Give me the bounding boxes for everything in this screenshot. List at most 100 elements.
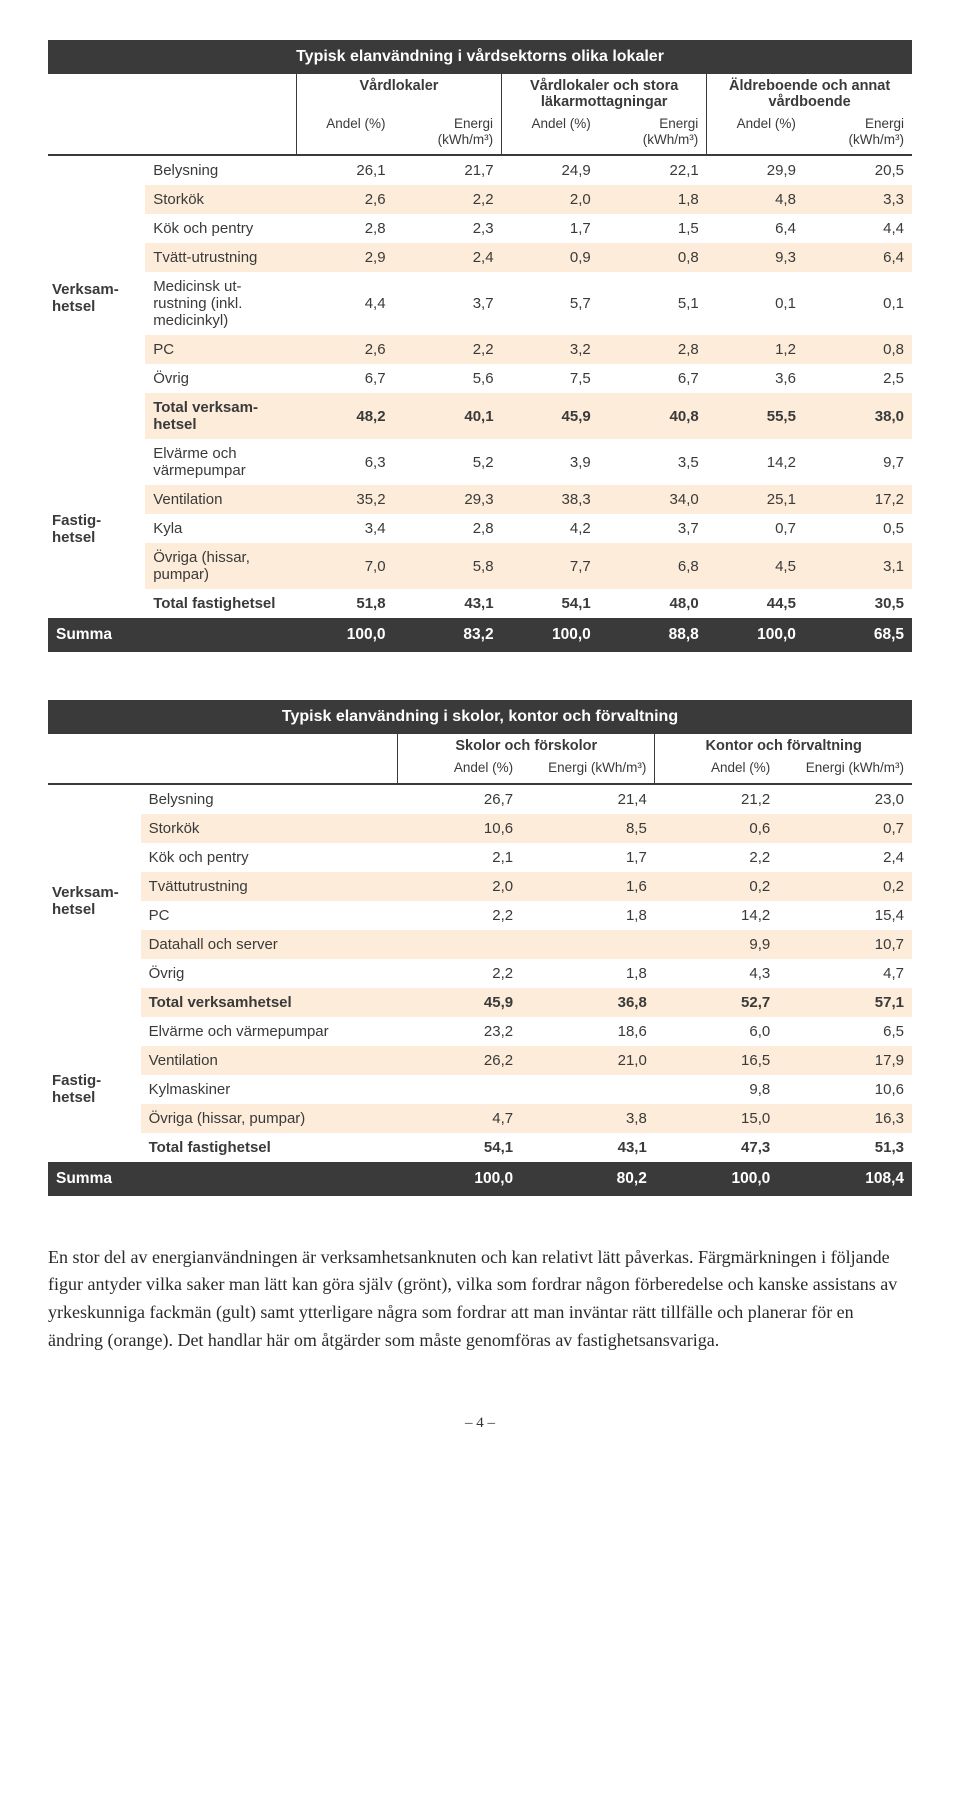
cell-value: 6,7: [599, 364, 707, 393]
cell-value: 48,2: [296, 393, 393, 439]
cell-value: 16,3: [778, 1104, 912, 1133]
sub-header: Energi (kWh/m³): [599, 114, 707, 155]
cell-value: 45,9: [398, 988, 521, 1017]
row-label: Belysning: [141, 784, 398, 814]
row-label: Total verksamhetsel: [141, 988, 398, 1017]
row-label: Storkök: [145, 185, 296, 214]
table-row: Datahall och server9,910,7: [48, 930, 912, 959]
page-number: – 4 –: [48, 1415, 912, 1432]
cell-value: 1,7: [502, 214, 599, 243]
table1-title: Typisk elanvändning i vårdsektorns olika…: [48, 40, 912, 74]
cell-value: 2,8: [296, 214, 393, 243]
cell-value: 0,6: [655, 814, 778, 843]
row-label: Kök och pentry: [145, 214, 296, 243]
category-label: Fastig-hetsel: [48, 1017, 141, 1162]
row-label: Storkök: [141, 814, 398, 843]
cell-value: 35,2: [296, 485, 393, 514]
summary-row: Summa 100,0 80,2 100,0 108,4: [48, 1162, 912, 1196]
cell-value: 2,8: [599, 335, 707, 364]
cell-value: 9,8: [655, 1075, 778, 1104]
cell-value: 26,2: [398, 1046, 521, 1075]
cell-value: 29,9: [707, 155, 804, 185]
table-row: Fastig-hetselElvärme och värmepumpar6,35…: [48, 439, 912, 485]
cell-value: 6,5: [778, 1017, 912, 1046]
cell-value: 3,5: [599, 439, 707, 485]
cell-value: 36,8: [521, 988, 655, 1017]
cell-value: 5,6: [394, 364, 502, 393]
cell-value: [521, 930, 655, 959]
sub-header: Andel (%): [655, 758, 778, 783]
sub-header: Andel (%): [398, 758, 521, 783]
col-group: Skolor och förskolor: [398, 734, 655, 758]
cell-value: 0,5: [804, 514, 912, 543]
row-label: Kyla: [145, 514, 296, 543]
table-row: Verksam-hetselBelysning26,721,421,223,0: [48, 784, 912, 814]
row-label: Övriga (hissar, pumpar): [145, 543, 296, 589]
cell-value: 2,0: [502, 185, 599, 214]
row-label: PC: [145, 335, 296, 364]
energy-table-healthcare: Typisk elanvändning i vårdsektorns olika…: [48, 40, 912, 652]
cell-value: 16,5: [655, 1046, 778, 1075]
table-row: Övrig2,21,84,34,7: [48, 959, 912, 988]
table-row: Total fastighetsel51,843,154,148,044,530…: [48, 589, 912, 618]
table-row: Kylmaskiner9,810,6: [48, 1075, 912, 1104]
cell-value: 44,5: [707, 589, 804, 618]
row-label: Datahall och server: [141, 930, 398, 959]
cell-value: 1,7: [521, 843, 655, 872]
cell-value: 55,5: [707, 393, 804, 439]
cell-value: 26,7: [398, 784, 521, 814]
cell-value: 1,8: [521, 901, 655, 930]
cell-value: 5,2: [394, 439, 502, 485]
category-label: Verksam-hetsel: [48, 784, 141, 1017]
cell-value: 45,9: [502, 393, 599, 439]
cell-value: 3,7: [599, 514, 707, 543]
cell-value: 52,7: [655, 988, 778, 1017]
sub-header: Energi (kWh/m³): [778, 758, 912, 783]
cell-value: 21,7: [394, 155, 502, 185]
cell-value: 23,2: [398, 1017, 521, 1046]
cell-value: 54,1: [398, 1133, 521, 1162]
row-label: Medicinsk ut-rustning (inkl. medicinkyl): [145, 272, 296, 335]
cell-value: 2,2: [398, 959, 521, 988]
table-row: Medicinsk ut-rustning (inkl. medicinkyl)…: [48, 272, 912, 335]
col-group: Äldreboende och annat vårdboende: [707, 74, 912, 114]
table-row: Total verksamhetsel45,936,852,757,1: [48, 988, 912, 1017]
energy-table-schools: Typisk elanvändning i skolor, kontor och…: [48, 700, 912, 1195]
cell-value: 21,0: [521, 1046, 655, 1075]
cell-value: 23,0: [778, 784, 912, 814]
cell-value: 6,8: [599, 543, 707, 589]
cell-value: 3,8: [521, 1104, 655, 1133]
row-label: Total fastighetsel: [145, 589, 296, 618]
cell-value: 2,8: [394, 514, 502, 543]
cell-value: 4,2: [502, 514, 599, 543]
table-row: Övriga (hissar, pumpar)7,05,87,76,84,53,…: [48, 543, 912, 589]
table-row: PC2,21,814,215,4: [48, 901, 912, 930]
cell-value: 40,8: [599, 393, 707, 439]
cell-value: 4,7: [778, 959, 912, 988]
cell-value: 17,2: [804, 485, 912, 514]
cell-value: 6,4: [707, 214, 804, 243]
table-row: Total verksam-hetsel48,240,145,940,855,5…: [48, 393, 912, 439]
cell-value: 0,2: [778, 872, 912, 901]
row-label: Kök och pentry: [141, 843, 398, 872]
cell-value: 10,7: [778, 930, 912, 959]
table-row: Ventilation35,229,338,334,025,117,2: [48, 485, 912, 514]
table-row: Storkök10,68,50,60,7: [48, 814, 912, 843]
table-row: Kök och pentry2,11,72,22,4: [48, 843, 912, 872]
cell-value: 6,3: [296, 439, 393, 485]
table-row: Övrig6,75,67,56,73,62,5: [48, 364, 912, 393]
col-group: Vårdlokaler och stora läkarmottagningar: [502, 74, 707, 114]
row-label: Övriga (hissar, pumpar): [141, 1104, 398, 1133]
sub-header: Andel (%): [502, 114, 599, 155]
cell-value: 10,6: [778, 1075, 912, 1104]
cell-value: 54,1: [502, 589, 599, 618]
table-row: Fastig-hetselElvärme och värmepumpar23,2…: [48, 1017, 912, 1046]
cell-value: 4,7: [398, 1104, 521, 1133]
cell-value: 0,8: [804, 335, 912, 364]
col-group: Kontor och förvaltning: [655, 734, 912, 758]
sub-header: Energi (kWh/m³): [521, 758, 655, 783]
cell-value: 2,5: [804, 364, 912, 393]
cell-value: 2,2: [394, 335, 502, 364]
cell-value: 0,1: [804, 272, 912, 335]
sub-header: Andel (%): [707, 114, 804, 155]
